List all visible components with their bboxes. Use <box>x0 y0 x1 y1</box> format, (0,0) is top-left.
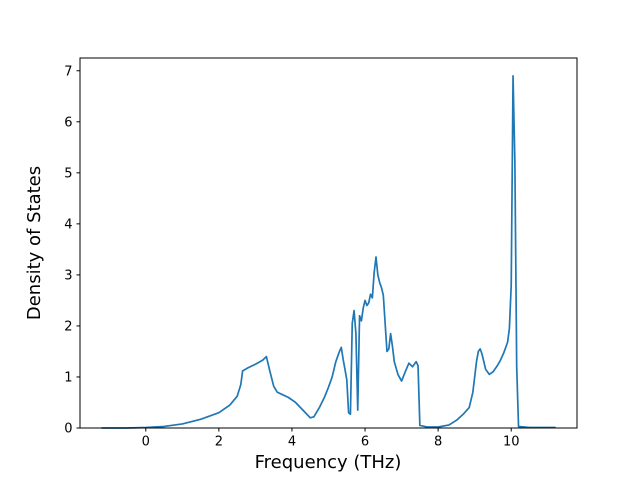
x-tick-label: 2 <box>215 435 223 450</box>
plot-area <box>80 58 577 428</box>
axes-box <box>79 57 578 429</box>
y-tick-label: 1 <box>64 370 72 385</box>
x-tick-label: 6 <box>361 435 369 450</box>
x-axis-ticks: 0 2 4 6 8 10 <box>142 428 520 450</box>
y-tick-label: 5 <box>64 166 72 181</box>
y-tick-label: 2 <box>64 319 72 334</box>
x-tick-label: 8 <box>434 435 442 450</box>
dos-line-group <box>101 75 556 429</box>
y-tick-label: 7 <box>64 64 72 79</box>
y-tick-label: 6 <box>64 115 72 130</box>
y-axis-label: Density of States <box>24 166 45 320</box>
x-tick-label: 0 <box>142 435 150 450</box>
x-tick-label: 4 <box>288 435 296 450</box>
y-tick-label: 0 <box>64 422 72 437</box>
x-tick-label: 10 <box>503 435 520 450</box>
y-tick-label: 4 <box>64 217 72 232</box>
dos-line <box>101 75 556 429</box>
y-tick-label: 3 <box>64 268 72 283</box>
y-axis-ticks: 0 1 2 3 4 5 6 7 <box>64 64 80 437</box>
x-axis-label: Frequency (THz) <box>255 452 402 473</box>
